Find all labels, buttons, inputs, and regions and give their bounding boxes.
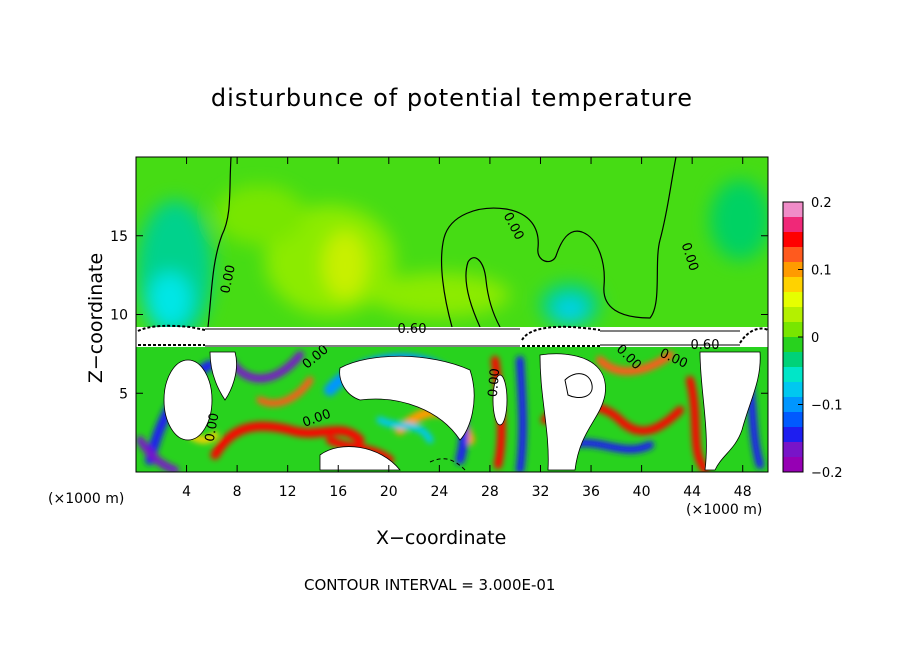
colorbar-swatch xyxy=(783,427,803,443)
x-tick-label: 32 xyxy=(532,484,550,500)
colorbar-swatch xyxy=(783,442,803,458)
colorbar-swatch xyxy=(783,202,803,218)
x-tick-label: 48 xyxy=(734,484,752,500)
colorbar-swatch xyxy=(783,307,803,323)
contour-label: 0.00 xyxy=(203,412,223,443)
contour-label: 0.00 xyxy=(486,368,503,398)
colorbar-swatch xyxy=(783,382,803,398)
colorbar-swatch xyxy=(783,217,803,233)
x-tick-label: 28 xyxy=(481,484,499,500)
contour-label: 0.60 xyxy=(398,322,427,337)
colorbar-tick-label: −0.1 xyxy=(811,399,843,414)
y-tick-label: 5 xyxy=(119,386,128,402)
y-axis: 5 10 15 xyxy=(110,229,768,402)
lower-field xyxy=(136,347,768,472)
colorbar-swatch xyxy=(783,232,803,248)
x-unit-label: (×1000 m) xyxy=(686,502,763,518)
colorbar-swatch xyxy=(783,412,803,428)
colorbar-swatch xyxy=(783,352,803,368)
colorbar-swatch xyxy=(783,262,803,278)
colorbar-swatch xyxy=(783,367,803,383)
colorbar-swatch xyxy=(783,322,803,338)
colorbar-tick-label: −0.2 xyxy=(811,466,843,481)
y-axis-label: Z−coordinate xyxy=(85,252,107,384)
contour-interval-note: CONTOUR INTERVAL = 3.000E-01 xyxy=(304,576,556,594)
contour-label: 0.00 xyxy=(218,264,239,295)
colorbar-swatch xyxy=(783,277,803,293)
colorbar-swatch xyxy=(783,247,803,263)
colorbar: 0.2 0.1 0 −0.1 −0.2 xyxy=(782,196,843,481)
x-tick-label: 20 xyxy=(380,484,398,500)
colorbar-swatch xyxy=(783,457,803,473)
colorbar-tick-label: 0.1 xyxy=(811,264,832,279)
colorbar-swatch xyxy=(783,397,803,413)
contour-label: 0.60 xyxy=(691,338,720,353)
colorbar-tick-label: 0 xyxy=(811,331,819,346)
x-tick-label: 4 xyxy=(182,484,191,500)
inversion-band xyxy=(136,324,769,347)
x-tick-label: 24 xyxy=(430,484,448,500)
x-tick-label: 40 xyxy=(633,484,651,500)
x-tick-label: 44 xyxy=(683,484,701,500)
x-tick-label: 12 xyxy=(279,484,297,500)
y-tick-label: 15 xyxy=(110,229,128,245)
colorbar-swatch xyxy=(783,292,803,308)
upper-field xyxy=(136,157,768,327)
x-tick-label: 16 xyxy=(329,484,347,500)
x-axis-label: X−coordinate xyxy=(376,527,507,549)
chart-title: disturbunce of potential temperature xyxy=(210,84,694,112)
y-tick-label: 10 xyxy=(110,308,128,324)
colorbar-tick-label: 0.2 xyxy=(811,196,832,211)
x-tick-label: 36 xyxy=(582,484,600,500)
colorbar-swatch xyxy=(783,337,803,353)
y-unit-label: (×1000 m) xyxy=(48,491,125,507)
x-tick-label: 8 xyxy=(233,484,242,500)
x-axis: 4 8 12 16 20 24 28 32 36 40 44 48 xyxy=(182,157,752,500)
